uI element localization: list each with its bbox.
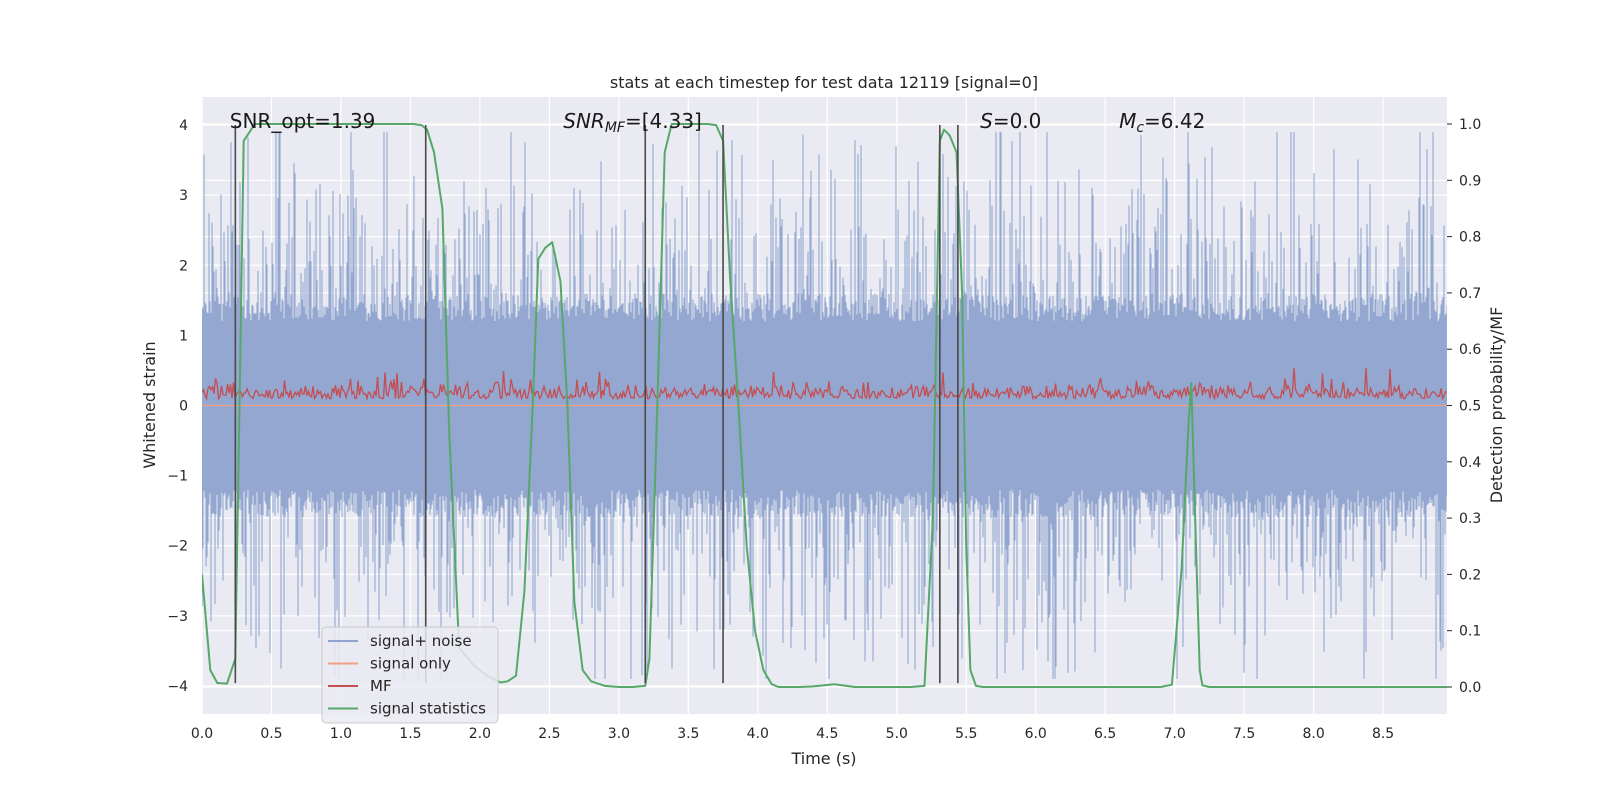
chart-title: stats at each timestep for test data 121…	[610, 73, 1038, 92]
y-tick-label-left: 0	[179, 399, 188, 415]
legend-entry-label: signal statistics	[370, 700, 486, 718]
y-tick-label-left: 3	[179, 188, 188, 204]
y-tick-label-left: 2	[179, 258, 188, 274]
x-tick-label: 1.0	[330, 726, 352, 742]
x-tick-label: 8.5	[1372, 726, 1394, 742]
tick-labels: 0.0 0.5 1.0 1.5 2.0 2.5 3.0 3.5 4.0 4.5 5.0 5.5 6.0 6…	[167, 117, 1481, 742]
x-tick-label: 2.5	[538, 726, 560, 742]
x-tick-label: 4.5	[816, 726, 838, 742]
y-tick-label-left: −4	[167, 679, 188, 695]
y-tick-label-right: 0.3	[1459, 511, 1481, 527]
x-tick-label: 0.0	[191, 726, 213, 742]
x-tick-label: 1.5	[399, 726, 421, 742]
series-mf	[202, 367, 1447, 401]
y-tick-label-right: 1.0	[1459, 117, 1481, 133]
y-tick-label-left: −1	[167, 469, 188, 485]
x-tick-label: 5.5	[955, 726, 977, 742]
legend-entry-label: signal+ noise	[370, 632, 472, 650]
data-layer	[202, 123, 1447, 688]
x-tick-label: 7.5	[1233, 726, 1255, 742]
legend: signal+ noise signal only MF signal statist…	[321, 626, 499, 724]
y-tick-label-left: 4	[179, 118, 188, 134]
annotation-text: SNR_opt=1.39	[230, 109, 376, 133]
legend-entry-label: MF	[370, 677, 392, 695]
x-tick-label: 5.0	[886, 726, 908, 742]
y-tick-label-right: 0.0	[1459, 680, 1481, 696]
x-tick-label: 0.5	[260, 726, 282, 742]
annotation-text: Mc=6.42	[1119, 109, 1205, 136]
x-tick-label: 8.0	[1302, 726, 1324, 742]
annotations: SNR_opt=1.39 SNRMF=[4.33] S=0.0 Mc=6.42	[230, 109, 1206, 136]
y-axis-label-right: Detection probability/MF	[1487, 307, 1506, 504]
x-tick-label: 4.0	[747, 726, 769, 742]
x-tick-label: 2.0	[469, 726, 491, 742]
x-tick-label: 6.0	[1025, 726, 1047, 742]
legend-box	[321, 626, 499, 724]
y-tick-label-right: 0.5	[1459, 399, 1481, 415]
x-tick-label: 6.5	[1094, 726, 1116, 742]
x-axis-label: Time (s)	[790, 749, 856, 768]
annotation-text: S=0.0	[980, 109, 1041, 133]
vertical-markers	[234, 125, 959, 684]
y-tick-label-right: 0.6	[1459, 342, 1481, 358]
y-tick-label-right: 0.4	[1459, 455, 1481, 471]
y-tick-label-right: 0.1	[1459, 624, 1481, 640]
y-tick-label-left: 1	[179, 328, 188, 344]
x-tick-label: 3.5	[677, 726, 699, 742]
y-tick-label-right: 0.2	[1459, 567, 1481, 583]
y-tick-label-right: 0.8	[1459, 230, 1481, 246]
y-tick-label-left: −3	[167, 609, 188, 625]
annotation-text: SNRMF=[4.33]	[563, 109, 702, 136]
x-tick-label: 7.0	[1164, 726, 1186, 742]
series-signal-statistics	[202, 123, 1447, 688]
x-tick-label: 3.0	[608, 726, 630, 742]
y-tick-label-right: 0.9	[1459, 173, 1481, 189]
legend-entry-label: signal only	[370, 655, 451, 673]
y-tick-label-right: 0.7	[1459, 286, 1481, 302]
y-axis-label-left: Whitened strain	[140, 341, 159, 468]
y-tick-label-left: −2	[167, 539, 188, 555]
